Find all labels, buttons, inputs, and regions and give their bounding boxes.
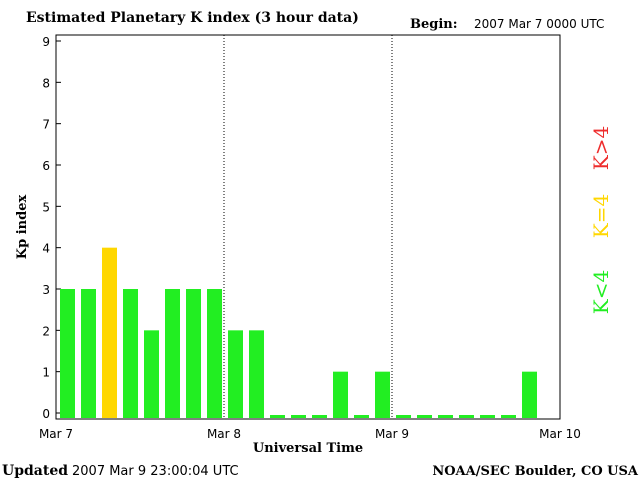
updated-label: Updated [2,463,68,479]
kp-bar [375,371,390,418]
y-tick-label: 0 [42,407,50,421]
x-tick-label: Mar 9 [375,427,409,441]
y-tick-label: 3 [42,283,50,297]
begin-value: 2007 Mar 7 0000 UTC [474,17,604,31]
x-tick-label: Mar 10 [539,427,581,441]
kp-bar [354,415,369,418]
kp-bar [123,289,138,418]
kp-bars [60,247,537,418]
legend-k-equal-4: K=4 [589,194,613,238]
kp-bar [459,415,474,418]
kp-bar [81,289,96,418]
kp-bar [186,289,201,418]
plot-frame [55,34,561,420]
legend-k-below-4: K<4 [589,270,613,314]
y-axis-title: Kp index [15,195,30,260]
y-tick-label: 7 [42,118,50,132]
y-axis-ticks: 0 1 2 3 4 5 6 7 8 9 [42,35,61,421]
updated-value: 2007 Mar 9 23:00:04 UTC [72,464,239,479]
kp-bar [165,289,180,418]
y-tick-label: 2 [42,324,50,338]
y-tick-label: 8 [42,76,50,90]
x-axis-title: Universal Time [253,441,363,456]
x-tick-label: Mar 7 [39,427,73,441]
y-tick-label: 6 [42,159,50,173]
kp-bar [60,289,75,418]
y-tick-label: 9 [42,35,50,49]
kp-bar [228,330,243,418]
kp-bar [417,415,432,418]
kp-bar [480,415,495,418]
legend-k-above-4: K>4 [589,126,613,170]
kp-bar [291,415,306,418]
x-axis-ticks: Mar 7 Mar 8 Mar 9 Mar 10 [39,427,581,441]
chart-title: Estimated Planetary K index (3 hour data… [26,10,359,26]
kp-bar [501,415,516,418]
y-tick-label: 5 [42,200,50,214]
begin-label: Begin: [410,17,458,32]
footer-source: NOAA/SEC Boulder, CO USA [432,464,639,479]
y-tick-label: 4 [42,242,50,256]
kp-bar [396,415,411,418]
kp-bar [102,247,117,418]
kp-bar [522,371,537,418]
kp-bar [249,330,264,418]
kp-bar [144,330,159,418]
kp-bar [438,415,453,418]
kp-bar [312,415,327,418]
kp-bar [333,371,348,418]
kp-bar [270,415,285,418]
kp-bar [207,289,222,418]
y-tick-label: 1 [42,366,50,380]
x-tick-label: Mar 8 [207,427,241,441]
